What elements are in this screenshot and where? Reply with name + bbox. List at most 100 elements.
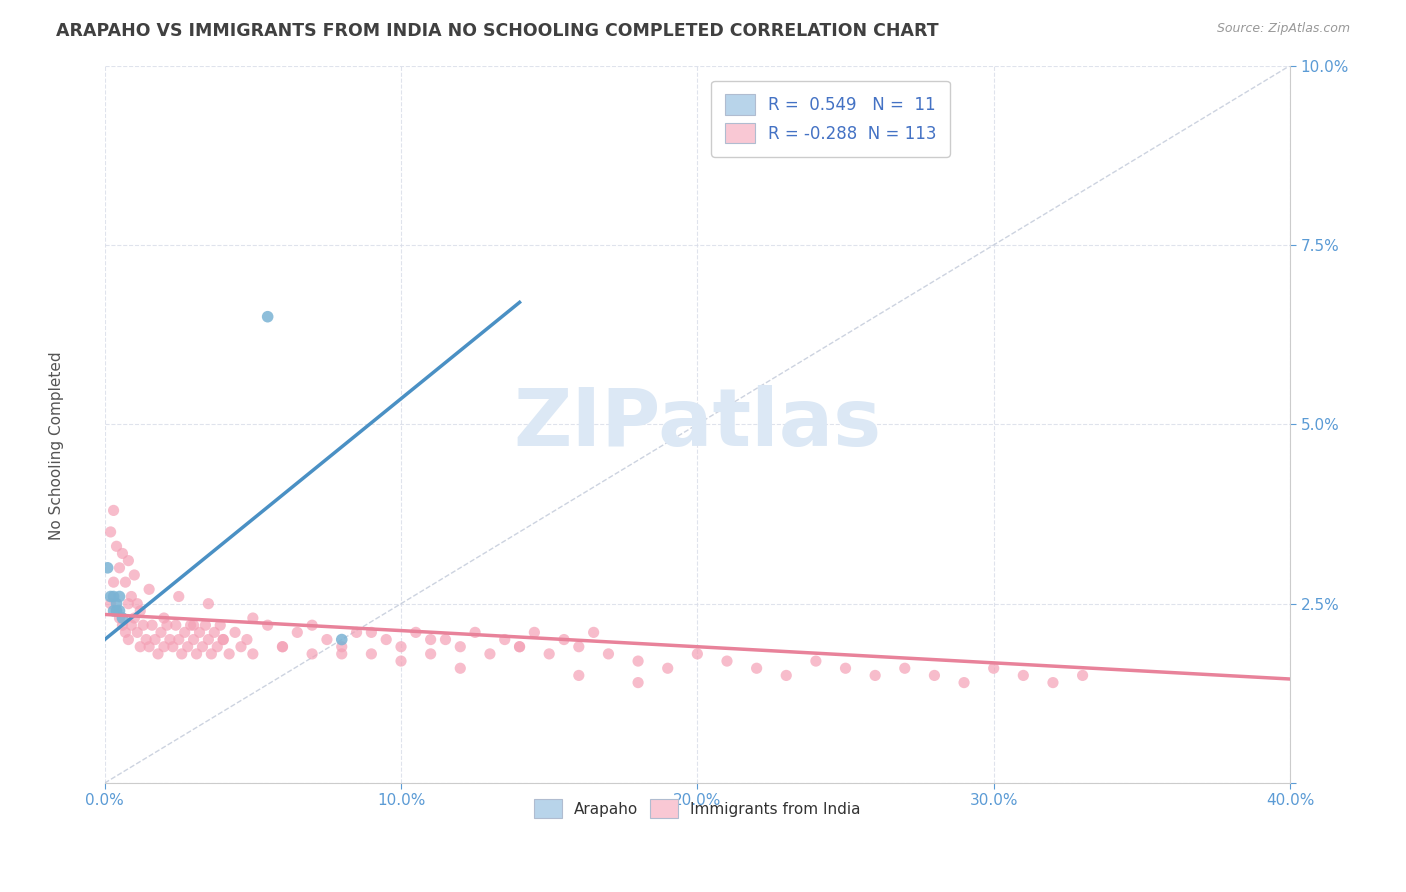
Point <box>375 632 398 647</box>
Point <box>582 625 605 640</box>
Point <box>124 611 146 625</box>
Point <box>120 590 142 604</box>
Legend: Arapaho, Immigrants from India: Arapaho, Immigrants from India <box>526 792 868 826</box>
Point <box>242 611 264 625</box>
Point <box>188 625 211 640</box>
Point <box>405 625 427 640</box>
Point <box>167 590 190 604</box>
Point <box>330 647 353 661</box>
Point <box>120 618 142 632</box>
Point <box>1012 668 1035 682</box>
Point <box>105 604 128 618</box>
Point <box>1071 668 1094 682</box>
Point <box>745 661 768 675</box>
Point <box>271 640 294 654</box>
Point <box>218 647 240 661</box>
Point <box>301 647 323 661</box>
Point <box>953 675 976 690</box>
Point <box>105 597 128 611</box>
Point <box>360 647 382 661</box>
Point <box>200 647 222 661</box>
Point <box>149 625 172 640</box>
Point <box>124 568 146 582</box>
Point <box>114 625 136 640</box>
Point <box>162 640 184 654</box>
Point <box>141 618 163 632</box>
Point <box>449 640 471 654</box>
Point <box>132 618 155 632</box>
Text: Source: ZipAtlas.com: Source: ZipAtlas.com <box>1216 22 1350 36</box>
Point <box>191 640 214 654</box>
Point <box>330 632 353 647</box>
Point <box>117 554 139 568</box>
Point <box>194 618 217 632</box>
Point <box>129 640 152 654</box>
Point <box>212 632 235 647</box>
Point <box>138 582 160 597</box>
Point <box>127 597 149 611</box>
Point <box>100 524 122 539</box>
Point <box>108 611 131 625</box>
Point <box>568 640 591 654</box>
Point <box>111 546 134 560</box>
Point <box>657 661 679 675</box>
Point <box>207 640 229 654</box>
Point <box>686 647 709 661</box>
Point <box>478 647 501 661</box>
Point <box>197 597 219 611</box>
Point <box>186 647 208 661</box>
Point <box>129 604 152 618</box>
Point <box>236 632 259 647</box>
Point <box>117 597 139 611</box>
Point <box>434 632 457 647</box>
Point <box>105 604 128 618</box>
Point <box>775 668 797 682</box>
Point <box>103 590 125 604</box>
Point <box>419 647 441 661</box>
Point <box>834 661 856 675</box>
Point <box>127 625 149 640</box>
Point <box>183 618 205 632</box>
Point <box>389 654 412 668</box>
Point <box>108 604 131 618</box>
Point <box>242 647 264 661</box>
Point <box>197 632 219 647</box>
Point <box>598 647 620 661</box>
Point <box>202 625 225 640</box>
Point <box>135 632 157 647</box>
Point <box>108 590 131 604</box>
Point <box>494 632 516 647</box>
Point <box>330 640 353 654</box>
Point <box>146 647 169 661</box>
Point <box>209 618 232 632</box>
Point <box>143 632 166 647</box>
Point <box>360 625 382 640</box>
Point <box>804 654 827 668</box>
Text: ARAPAHO VS IMMIGRANTS FROM INDIA NO SCHOOLING COMPLETED CORRELATION CHART: ARAPAHO VS IMMIGRANTS FROM INDIA NO SCHO… <box>56 22 939 40</box>
Point <box>389 640 412 654</box>
Point <box>449 661 471 675</box>
Point <box>138 640 160 654</box>
Point <box>509 640 531 654</box>
Point <box>894 661 917 675</box>
Point <box>627 675 650 690</box>
Point <box>924 668 946 682</box>
Point <box>153 611 176 625</box>
Point <box>97 561 120 575</box>
Point <box>105 539 128 553</box>
Point <box>285 625 308 640</box>
Point <box>100 590 122 604</box>
Point <box>538 647 561 661</box>
Point <box>229 640 252 654</box>
Point <box>509 640 531 654</box>
Text: ZIPatlas: ZIPatlas <box>513 385 882 463</box>
Point <box>627 654 650 668</box>
Point <box>176 640 198 654</box>
Point <box>212 632 235 647</box>
Point <box>156 618 179 632</box>
Point <box>346 625 368 640</box>
Point <box>170 647 193 661</box>
Point <box>183 632 205 647</box>
Point <box>153 640 176 654</box>
Point <box>167 632 190 647</box>
